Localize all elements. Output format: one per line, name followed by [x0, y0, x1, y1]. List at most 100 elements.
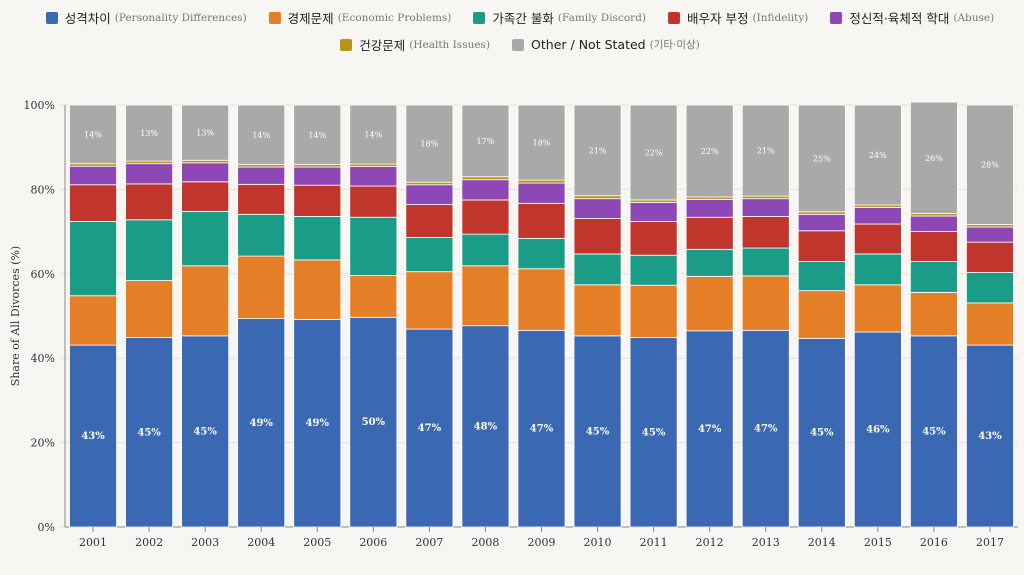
x-tick-label: 2017: [976, 536, 1004, 549]
y-tick-label: 0%: [38, 521, 55, 534]
bar-segment: [685, 216, 734, 250]
bar-segment: [517, 182, 566, 204]
data-label: 13%: [140, 129, 158, 138]
bar-segment: [573, 218, 622, 255]
bar-segment: [629, 337, 678, 528]
data-label: 48%: [474, 421, 498, 432]
bar-segment: [797, 213, 846, 232]
bar-segment: [181, 181, 230, 212]
data-label: 45%: [137, 427, 161, 438]
data-label: 43%: [81, 431, 105, 442]
bar-segment: [629, 254, 678, 286]
legend-item: Other / Not Stated (기타·미상): [512, 35, 700, 54]
bar-segment: [517, 104, 566, 181]
y-axis-title: Share of All Divorces (%): [9, 246, 22, 386]
legend-swatch: [667, 11, 680, 24]
bar-segment: [685, 275, 734, 332]
bar-segment: [741, 216, 790, 249]
data-label: 45%: [922, 426, 946, 437]
bar-segment: [461, 176, 510, 181]
bar-segment: [966, 104, 1014, 225]
bar-segment: [181, 104, 230, 161]
bar-segment: [909, 291, 958, 337]
bar-segment: [181, 335, 230, 528]
bar-segment: [349, 216, 398, 276]
legend-swatch: [473, 11, 486, 24]
legend-item: 정신적·육체적 학대 (Abuse): [830, 8, 994, 27]
legend-sublabel: (Economic Problems): [337, 11, 452, 24]
data-label: 17%: [477, 137, 495, 146]
legend-label: Other / Not Stated: [531, 37, 646, 52]
bar-segment: [69, 184, 117, 222]
legend-label: 성격차이: [64, 11, 111, 26]
bar-segment: [405, 104, 454, 183]
bar-segment: [349, 185, 398, 218]
y-tick-label: 80%: [31, 183, 55, 196]
bar-segment: [517, 179, 566, 184]
bar-segment: [573, 335, 622, 528]
bar-segment: [741, 247, 790, 277]
bar-segment: [853, 207, 902, 225]
bar-segment: [237, 255, 286, 319]
bar-segment: [181, 162, 230, 183]
bar-segment: [966, 302, 1014, 346]
bar-segment: [125, 219, 174, 281]
data-label: 49%: [249, 418, 273, 429]
bar-segment: [237, 166, 286, 185]
bar-segment: [293, 104, 342, 165]
y-tick-label: 20%: [31, 437, 55, 450]
data-label: 47%: [698, 424, 722, 435]
data-label: 18%: [420, 140, 438, 149]
data-label: 47%: [418, 423, 442, 434]
data-label: 18%: [533, 139, 551, 148]
x-tick-label: 2003: [191, 536, 219, 549]
legend-sublabel: (Infidelity): [752, 11, 809, 24]
bar-segment: [966, 344, 1014, 528]
bar-segment: [461, 325, 510, 528]
bar-segment: [125, 337, 174, 528]
x-tick-label: 2016: [920, 536, 948, 549]
data-label: 14%: [84, 130, 102, 139]
bar-segment: [629, 104, 678, 201]
bar-segment: [909, 261, 958, 293]
bar-segment: [629, 221, 678, 256]
x-tick-label: 2013: [752, 536, 780, 549]
bar-segment: [573, 253, 622, 286]
bar-segment: [909, 101, 958, 214]
bar-segment: [237, 183, 286, 215]
x-tick-label: 2015: [864, 536, 892, 549]
bar-segment: [853, 331, 902, 528]
legend-sublabel: (기타·미상): [649, 39, 700, 51]
bar-segment: [797, 290, 846, 339]
bar-segment: [966, 272, 1014, 304]
data-label: 43%: [978, 431, 1002, 442]
bar-segment: [853, 284, 902, 333]
legend-swatch: [512, 38, 525, 51]
legend-label: 경제문제: [287, 11, 334, 26]
bar-segment: [293, 259, 342, 320]
bar-segment: [573, 198, 622, 219]
bar-segment: [349, 104, 398, 165]
bar-segment: [517, 329, 566, 528]
bar-segment: [461, 233, 510, 267]
legend-label: 건강문제: [359, 38, 406, 53]
legend-item: 성격차이 (Personality Differences): [45, 8, 247, 27]
x-tick-label: 2008: [471, 536, 499, 549]
x-tick-label: 2004: [247, 536, 275, 549]
x-tick-label: 2010: [584, 536, 612, 549]
bar-segment: [237, 213, 286, 257]
legend-label: 배우자 부정: [686, 11, 749, 26]
legend-sublabel: (Abuse): [953, 11, 995, 24]
data-label: 22%: [701, 147, 719, 156]
bar-segment: [517, 237, 566, 270]
bar-segment: [573, 104, 622, 197]
data-label: 14%: [252, 131, 270, 140]
bar-segment: [853, 104, 902, 206]
bar-segment: [797, 104, 846, 213]
bar-segment: [405, 204, 454, 238]
data-label: 45%: [810, 428, 834, 439]
data-label: 45%: [193, 426, 217, 437]
bar-segment: [629, 202, 678, 222]
